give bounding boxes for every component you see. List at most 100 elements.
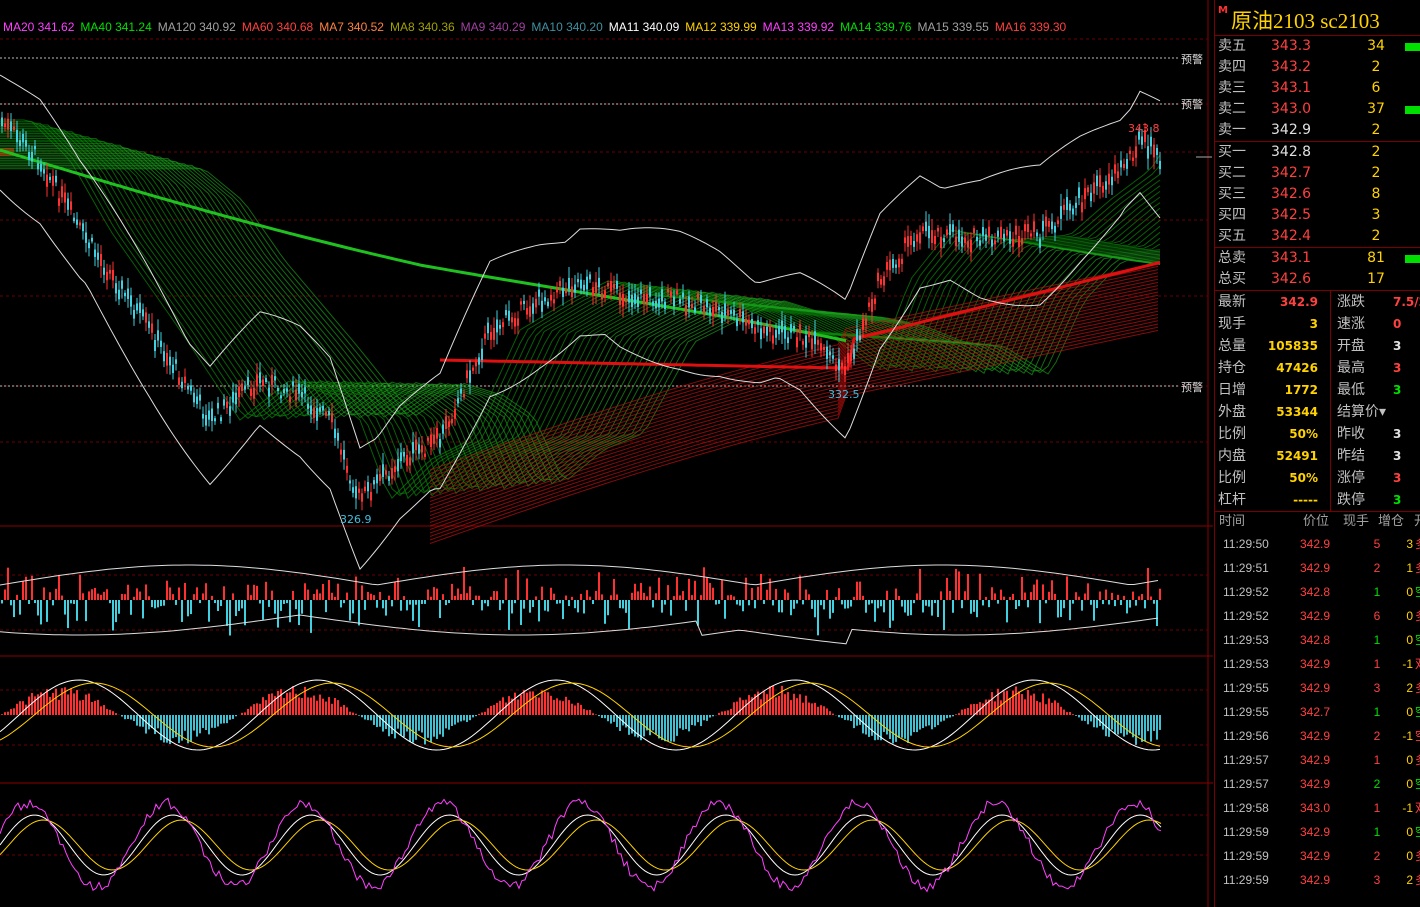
candle-body [784, 325, 786, 339]
tick-row[interactable]: 11:29:53 342.9 1 -1双 [1215, 652, 1420, 676]
candle-body [700, 294, 702, 303]
candle-body [676, 290, 678, 295]
candle-body [499, 324, 501, 329]
ma-ribbon-line [0, 134, 1161, 492]
level-price: 343.1 [1271, 250, 1312, 266]
candle-body [277, 387, 279, 392]
tick-row[interactable]: 11:29:58 343.0 1 -1双 [1215, 796, 1420, 820]
candle-body [619, 292, 621, 305]
tick-price: 342.8 [1300, 633, 1331, 647]
orderbook-row[interactable]: 买五 342.4 2 [1215, 226, 1420, 247]
ma-legend-item: MA11 340.09 [608, 20, 680, 34]
stat-row: 总量 105835 开盘 3 [1215, 335, 1420, 357]
tick-row[interactable]: 11:29:59 342.9 1 0空 [1215, 820, 1420, 844]
level-label: 卖五 [1218, 38, 1246, 54]
tick-oi: 0 [1406, 609, 1413, 623]
level-label: 卖一 [1218, 122, 1246, 138]
candle-body [73, 217, 75, 222]
tick-row[interactable]: 11:29:52 342.9 6 0多 [1215, 604, 1420, 628]
candle-body [106, 271, 108, 281]
level-price: 343.3 [1271, 38, 1312, 54]
tick-row[interactable]: 11:29:59 342.9 2 0多 [1215, 844, 1420, 868]
ma-ribbon-line [0, 144, 1161, 492]
candle-body [163, 351, 165, 362]
orderbook-row[interactable]: 买三 342.6 8 [1215, 184, 1420, 205]
tick-row[interactable]: 11:29:57 342.9 2 0空 [1215, 772, 1420, 796]
candle-body [598, 277, 600, 288]
candle-body [361, 493, 363, 502]
level-price: 342.5 [1271, 207, 1312, 223]
candle-body [388, 476, 390, 481]
ma-ribbon-line [0, 143, 1161, 488]
candle-body [808, 332, 810, 337]
tick-row[interactable]: 11:29:52 342.8 1 0空 [1215, 580, 1420, 604]
candle-body [34, 145, 36, 150]
candle-body [286, 388, 288, 392]
orderbook-row[interactable]: 卖一 342.9 2 [1215, 120, 1420, 141]
candle-body [571, 286, 573, 298]
orderbook-row[interactable]: 卖二 343.0 37 [1215, 99, 1420, 120]
ma-legend-item: MA8 340.36 [389, 20, 455, 34]
tick-row[interactable]: 11:29:53 342.8 1 0空 [1215, 628, 1420, 652]
kline-chart-area[interactable]: MA20 341.62 MA40 341.24 MA120 340.92 MA60 3… [0, 0, 1213, 907]
level-volume: 2 [1371, 228, 1381, 244]
orderbook-row[interactable]: 买四 342.5 3 [1215, 205, 1420, 226]
contract-title: 原油2103 sc2103 [1231, 9, 1380, 33]
candle-body [217, 402, 219, 409]
candle-body [661, 289, 663, 302]
stat-value: 7.5/2 [1393, 295, 1420, 309]
candle-body [1051, 221, 1053, 230]
ma-ribbon-line [429, 329, 1159, 544]
tick-row[interactable]: 11:29:51 342.9 2 1多 [1215, 556, 1420, 580]
candle-body [1129, 150, 1131, 154]
candle-body [922, 226, 924, 232]
tick-row[interactable]: 11:29:56 342.9 2 -1空 [1215, 724, 1420, 748]
orderbook-row[interactable]: 卖三 343.1 6 [1215, 78, 1420, 99]
candle-body [1090, 192, 1092, 202]
orderbook-row[interactable]: 买二 342.7 2 [1215, 163, 1420, 184]
tick-row[interactable]: 11:29:57 342.9 1 0多 [1215, 748, 1420, 772]
orderbook-row[interactable]: 总卖 343.1 81 [1215, 248, 1420, 269]
tick-row[interactable]: 11:29:59 342.9 3 2多 [1215, 868, 1420, 892]
orderbook-row[interactable]: 总买 342.6 17 [1215, 269, 1420, 290]
level-price: 343.2 [1271, 59, 1312, 75]
candle-body [442, 424, 444, 434]
candle-body [304, 387, 306, 394]
candle-body [1144, 130, 1146, 143]
candle-body [1126, 158, 1128, 169]
candle-body [844, 366, 846, 376]
ma-thick-red [439, 261, 1161, 370]
candle-body [631, 294, 633, 308]
tick-oi: 0 [1406, 633, 1413, 647]
stat-value: 50% [1289, 427, 1318, 441]
candle-body [829, 351, 831, 356]
candle-body [79, 222, 81, 226]
tick-nature: 空 [1415, 820, 1420, 844]
candle-body [688, 296, 690, 308]
tick-time: 11:29:57 [1223, 777, 1269, 791]
tick-row[interactable]: 11:29:55 342.9 3 2多 [1215, 676, 1420, 700]
candle-body [973, 228, 975, 234]
candle-body [199, 394, 201, 401]
tick-row[interactable]: 11:29:50 342.9 5 3多 [1215, 532, 1420, 556]
candle-body [1054, 225, 1056, 233]
candle-body [433, 434, 435, 444]
candle-body [613, 283, 615, 289]
candle-body [589, 274, 591, 280]
candle-body [979, 240, 981, 246]
candle-body [550, 294, 552, 301]
warning-label-3: 预警 [1181, 381, 1203, 394]
band-upper [0, 74, 1161, 449]
tick-list[interactable]: 11:29:50342.953多11:29:51342.921多11:29:52… [1215, 532, 1420, 892]
tick-row[interactable]: 11:29:55 342.7 1 0空 [1215, 700, 1420, 724]
chart-canvas[interactable] [0, 0, 1213, 907]
candle-body [244, 386, 246, 390]
candle-body [892, 259, 894, 268]
candle-body [205, 415, 207, 426]
candle-body [826, 346, 828, 359]
tick-oi: 1 [1406, 561, 1413, 575]
orderbook-row[interactable]: 卖五 343.3 34 [1215, 36, 1420, 57]
orderbook-row[interactable]: 卖四 343.2 2 [1215, 57, 1420, 78]
orderbook-row[interactable]: 买一 342.8 2 [1215, 142, 1420, 163]
level-price: 342.6 [1271, 271, 1312, 287]
